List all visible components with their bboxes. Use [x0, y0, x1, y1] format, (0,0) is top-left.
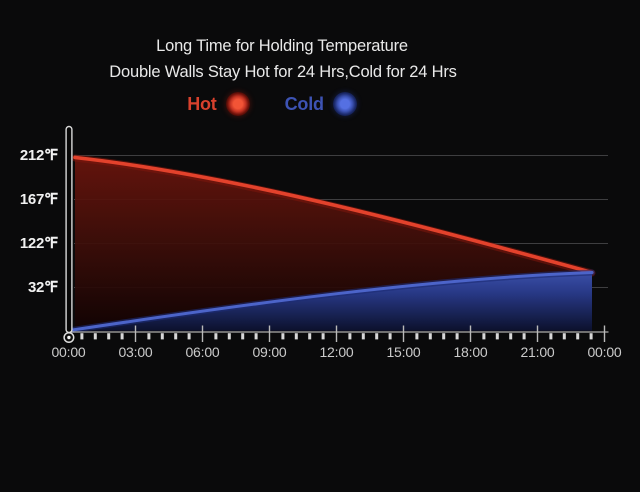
- minor-tick: [120, 333, 124, 340]
- minor-tick: [160, 333, 164, 340]
- minor-tick: [388, 333, 392, 340]
- minor-tick: [321, 333, 325, 340]
- minor-tick: [147, 333, 151, 340]
- minor-tick: [241, 333, 245, 340]
- minor-tick: [562, 333, 566, 340]
- x-tick-label: 21:00: [520, 344, 555, 360]
- y-tick-label: 212℉: [19, 146, 58, 164]
- minor-tick: [214, 333, 218, 340]
- minor-tick: [294, 333, 298, 340]
- minor-tick: [281, 333, 285, 340]
- cold-line: [71, 271, 594, 332]
- minor-tick: [93, 333, 97, 340]
- minor-tick: [361, 333, 365, 340]
- minor-tick: [428, 333, 432, 340]
- chart-title: Long Time for Holding Temperature: [156, 37, 408, 55]
- x-tick-label: 06:00: [185, 344, 220, 360]
- minor-tick: [174, 333, 178, 340]
- chart-subtitle: Double Walls Stay Hot for 24 Hrs,Cold fo…: [109, 63, 457, 81]
- minor-tick: [308, 333, 312, 340]
- minor-tick: [107, 333, 111, 340]
- hot-line: [73, 155, 594, 275]
- minor-tick: [495, 333, 499, 340]
- x-tick-label: 18:00: [453, 344, 488, 360]
- minor-tick: [509, 333, 513, 340]
- y-tick-label: 167℉: [19, 190, 58, 208]
- minor-tick: [187, 333, 191, 340]
- minor-tick: [227, 333, 231, 340]
- legend-hot-marker-icon: [225, 92, 250, 116]
- legend: Hot Cold: [0, 91, 544, 117]
- minor-tick: [522, 333, 526, 340]
- origin-marker-dot: [67, 335, 71, 340]
- cold-area: [72, 273, 592, 331]
- minor-tick: [80, 333, 84, 340]
- minor-tick: [455, 333, 459, 340]
- legend-cold-label: Cold: [284, 93, 324, 114]
- x-tick-label: 09:00: [252, 344, 287, 360]
- minor-tick: [482, 333, 486, 340]
- legend-cold-marker-icon: [332, 92, 357, 116]
- x-tick-label: 03:00: [118, 344, 153, 360]
- minor-tick: [442, 333, 446, 340]
- minor-tick: [589, 333, 593, 340]
- legend-hot-label: Hot: [187, 93, 217, 114]
- x-axis-ticks: [80, 325, 606, 342]
- minor-tick: [348, 333, 352, 340]
- minor-tick: [415, 333, 419, 340]
- x-tick-label: 15:00: [386, 344, 421, 360]
- minor-tick: [549, 333, 553, 340]
- y-axis-line: [65, 125, 73, 334]
- x-tick-label: 00:00: [587, 344, 622, 360]
- y-tick-label: 122℉: [19, 234, 58, 252]
- x-tick-label: 00:00: [51, 344, 86, 360]
- x-tick-label: 12:00: [319, 344, 354, 360]
- minor-tick: [576, 333, 580, 340]
- y-tick-label: 32℉: [27, 278, 58, 296]
- minor-tick: [254, 333, 258, 340]
- minor-tick: [375, 333, 379, 340]
